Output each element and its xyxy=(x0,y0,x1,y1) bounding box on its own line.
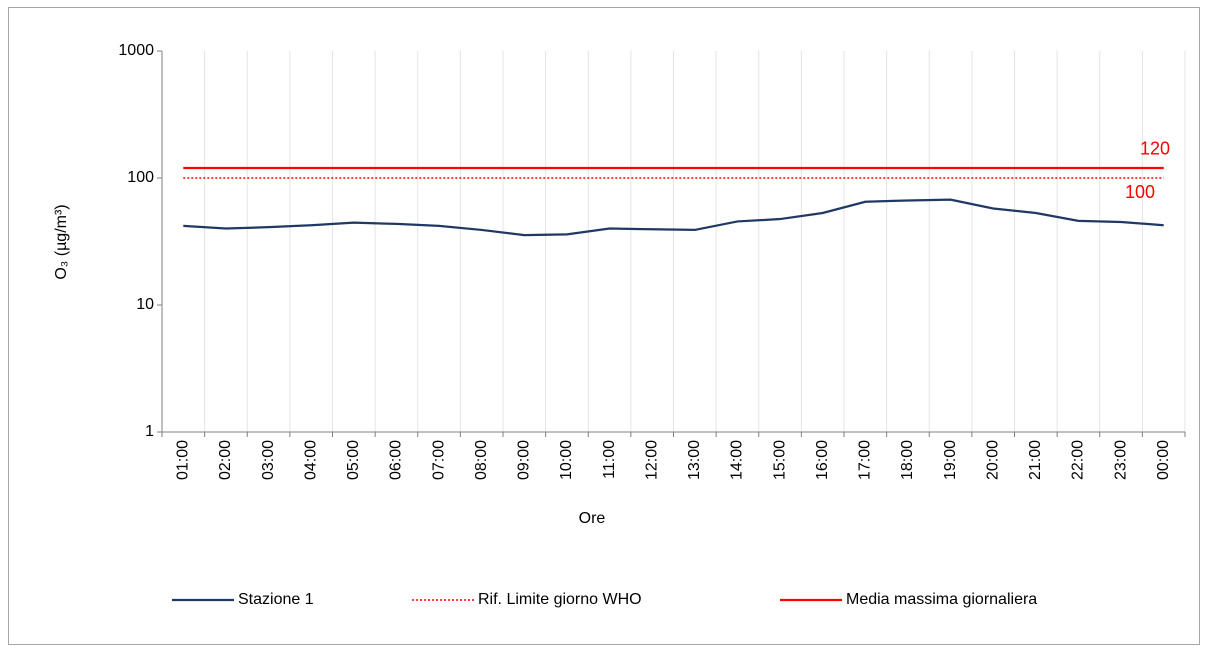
y-tick-label: 100 xyxy=(127,169,154,186)
x-tick-label: 08:00 xyxy=(473,440,490,480)
x-axis-title: Ore xyxy=(579,510,606,527)
legend-label: Media massima giornaliera xyxy=(846,591,1037,608)
x-tick-label: 03:00 xyxy=(260,440,277,480)
x-tick-label: 05:00 xyxy=(345,440,362,480)
legend-label: Rif. Limite giorno WHO xyxy=(478,591,642,608)
x-tick-label: 20:00 xyxy=(984,440,1001,480)
x-tick-label: 12:00 xyxy=(643,440,660,480)
y-tick-label: 1000 xyxy=(118,42,154,59)
reference-label: 100 xyxy=(1125,182,1155,202)
x-tick-label: 19:00 xyxy=(942,440,959,480)
x-tick-label: 09:00 xyxy=(516,440,533,480)
x-tick-label: 01:00 xyxy=(175,440,192,480)
x-tick-label: 21:00 xyxy=(1027,440,1044,480)
x-tick-label: 22:00 xyxy=(1070,440,1087,480)
y-tick-label: 10 xyxy=(136,296,154,313)
chart-border xyxy=(8,7,1200,645)
x-tick-label: 11:00 xyxy=(601,440,618,479)
x-tick-label: 23:00 xyxy=(1112,440,1129,480)
y-axis-title: O₃ (µg/m³) xyxy=(53,204,70,279)
x-tick-label: 02:00 xyxy=(217,440,234,480)
x-tick-label: 13:00 xyxy=(686,440,703,480)
reference-label: 120 xyxy=(1140,139,1170,159)
x-tick-label: 16:00 xyxy=(814,440,831,480)
x-tick-label: 07:00 xyxy=(430,440,447,480)
x-tick-label: 06:00 xyxy=(388,440,405,480)
x-tick-label: 10:00 xyxy=(558,440,575,480)
x-tick-label: 15:00 xyxy=(771,440,788,480)
x-tick-label: 04:00 xyxy=(302,440,319,480)
x-tick-label: 17:00 xyxy=(857,440,874,480)
x-tick-label: 00:00 xyxy=(1155,440,1172,480)
legend-label: Stazione 1 xyxy=(238,591,314,608)
x-tick-label: 18:00 xyxy=(899,440,916,480)
y-tick-label: 1 xyxy=(145,423,154,440)
x-tick-label: 14:00 xyxy=(729,440,746,480)
series-line xyxy=(183,198,1164,237)
